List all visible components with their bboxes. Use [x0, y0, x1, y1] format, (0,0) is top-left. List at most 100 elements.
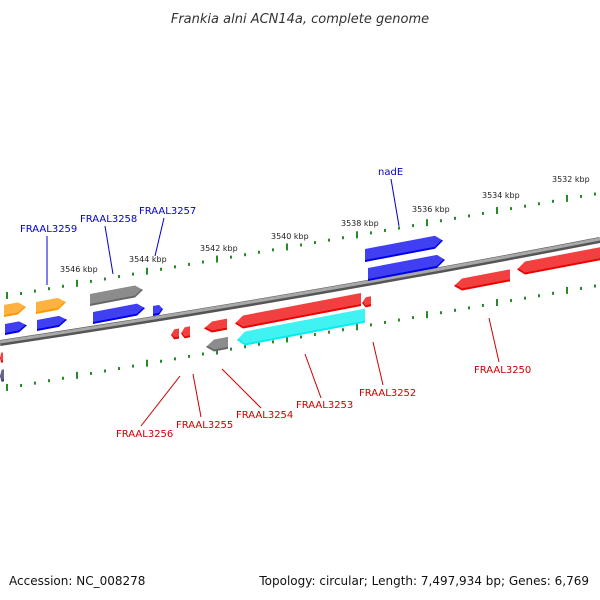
gene-label-fraal3250[interactable]: FRAAL3250 — [474, 365, 531, 376]
ruler-tick-forward — [552, 199, 554, 203]
gene-label-fraal3258[interactable]: FRAAL3258 — [80, 214, 137, 225]
ruler-tick-reverse — [202, 352, 204, 356]
kbp-label: 3534 kbp — [482, 191, 520, 200]
ruler-tick-reverse — [174, 357, 176, 361]
gene-arrow-orange-shade — [36, 295, 66, 312]
ruler-tick-forward — [356, 231, 358, 239]
ruler-tick-forward — [118, 275, 120, 279]
gene-label-fraal3256[interactable]: FRAAL3256 — [116, 429, 173, 440]
gene-label-nade[interactable]: nadE — [378, 167, 403, 178]
ruler-tick-reverse — [118, 367, 120, 371]
gene-arrow-red — [0, 352, 3, 363]
gene-label-fraal3252[interactable]: FRAAL3252 — [359, 388, 416, 399]
gene-arrow-blue — [93, 303, 145, 324]
kbp-label: 3544 kbp — [129, 255, 167, 264]
gene-label-fraal3255[interactable]: FRAAL3255 — [176, 420, 233, 431]
gene-arrow-gray-shade — [90, 283, 143, 304]
ruler-tick-forward — [132, 272, 134, 276]
ruler-tick-reverse — [104, 369, 106, 373]
ruler-tick-reverse — [412, 316, 414, 320]
ruler-ticks — [6, 192, 596, 391]
ruler-tick-reverse — [6, 383, 8, 391]
gene-arrow-red-shade — [517, 245, 600, 273]
ruler-tick-forward — [76, 279, 78, 287]
gene-arrow-red — [171, 328, 179, 340]
ruler-tick-forward — [328, 238, 330, 242]
gene-arrow-dark-shade — [0, 367, 4, 380]
ruler-tick-reverse — [62, 376, 64, 380]
gene-arrow-red — [454, 269, 510, 291]
ruler-tick-reverse — [328, 330, 330, 334]
gene-label-fraal3257[interactable]: FRAAL3257 — [139, 206, 196, 217]
ruler-tick-reverse — [76, 371, 78, 379]
ruler-tick-forward — [160, 267, 162, 271]
gene-arrow-red-shade — [235, 291, 361, 327]
gene-arrow-gray — [206, 336, 228, 352]
ruler-tick-reverse — [538, 294, 540, 298]
gene-arrow-blue-shade — [93, 301, 145, 322]
ruler-tick-reverse — [272, 340, 274, 344]
ruler-tick-forward — [90, 279, 92, 283]
ruler-tick-reverse — [440, 311, 442, 315]
leader-line — [488, 317, 500, 363]
gene-arrow-red-shade — [0, 350, 3, 361]
ruler-tick-reverse — [48, 379, 50, 383]
ruler-tick-forward — [244, 253, 246, 257]
gene-arrow-red-shade — [181, 324, 190, 337]
ruler-tick-reverse — [468, 306, 470, 310]
ruler-tick-reverse — [286, 335, 288, 343]
gene-arrow-blue-shade — [153, 302, 163, 314]
ruler-tick-forward — [594, 192, 596, 196]
gene-arrow-red-shade — [171, 326, 179, 338]
ruler-tick-forward — [62, 284, 64, 288]
ruler-tick-forward — [580, 194, 582, 198]
kbp-label: 3532 kbp — [552, 175, 590, 184]
gene-arrow-orange-shade — [4, 300, 26, 315]
ruler-tick-reverse — [300, 335, 302, 339]
kbp-label: 3540 kbp — [271, 232, 309, 241]
gene-arrow-cyan-shade — [237, 306, 365, 344]
gene-arrow-nade-shade — [365, 233, 443, 260]
leader-line — [221, 368, 262, 409]
label-leader-lines — [46, 178, 500, 427]
ruler-tick-forward — [300, 243, 302, 247]
chromosome-backbone — [0, 237, 600, 346]
gene-arrow-blue — [368, 254, 445, 281]
gene-label-fraal3259[interactable]: FRAAL3259 — [20, 224, 77, 235]
kbp-label: 3542 kbp — [200, 244, 238, 253]
ruler-tick-reverse — [566, 286, 568, 294]
topology-text: Topology: circular; Length: 7,497,934 bp… — [259, 574, 589, 588]
ruler-tick-forward — [272, 248, 274, 252]
ruler-tick-forward — [454, 216, 456, 220]
ruler-tick-reverse — [398, 318, 400, 322]
gene-arrow-gray-shade — [206, 334, 228, 350]
ruler-tick-reverse — [188, 354, 190, 358]
leader-line — [372, 341, 384, 386]
kbp-label: 3536 kbp — [412, 205, 450, 214]
backbone-highlight — [0, 237, 600, 344]
gene-arrow-red — [517, 247, 600, 275]
leader-line — [140, 375, 181, 427]
gene-arrow-blue — [37, 315, 67, 331]
gene-arrow-dark — [0, 369, 4, 382]
ruler-tick-reverse — [510, 299, 512, 303]
ruler-tick-forward — [230, 255, 232, 259]
ruler-tick-reverse — [524, 296, 526, 300]
gene-arrow-cyan — [237, 308, 365, 346]
gene-arrow-orange — [36, 297, 66, 314]
ruler-tick-reverse — [230, 347, 232, 351]
ruler-tick-reverse — [90, 371, 92, 375]
gene-arrow-red-shade — [454, 267, 510, 289]
gene-arrow-red-shade — [204, 316, 227, 331]
ruler-tick-reverse — [20, 384, 22, 388]
gene-label-fraal3253[interactable]: FRAAL3253 — [296, 400, 353, 411]
kbp-label: 3538 kbp — [341, 219, 379, 228]
ruler-tick-forward — [384, 228, 386, 232]
gene-label-fraal3254[interactable]: FRAAL3254 — [236, 410, 293, 421]
ruler-tick-forward — [286, 243, 288, 251]
ruler-tick-reverse — [34, 381, 36, 385]
gene-features — [0, 233, 600, 382]
ruler-tick-reverse — [244, 345, 246, 349]
gene-arrow-red — [235, 293, 361, 329]
